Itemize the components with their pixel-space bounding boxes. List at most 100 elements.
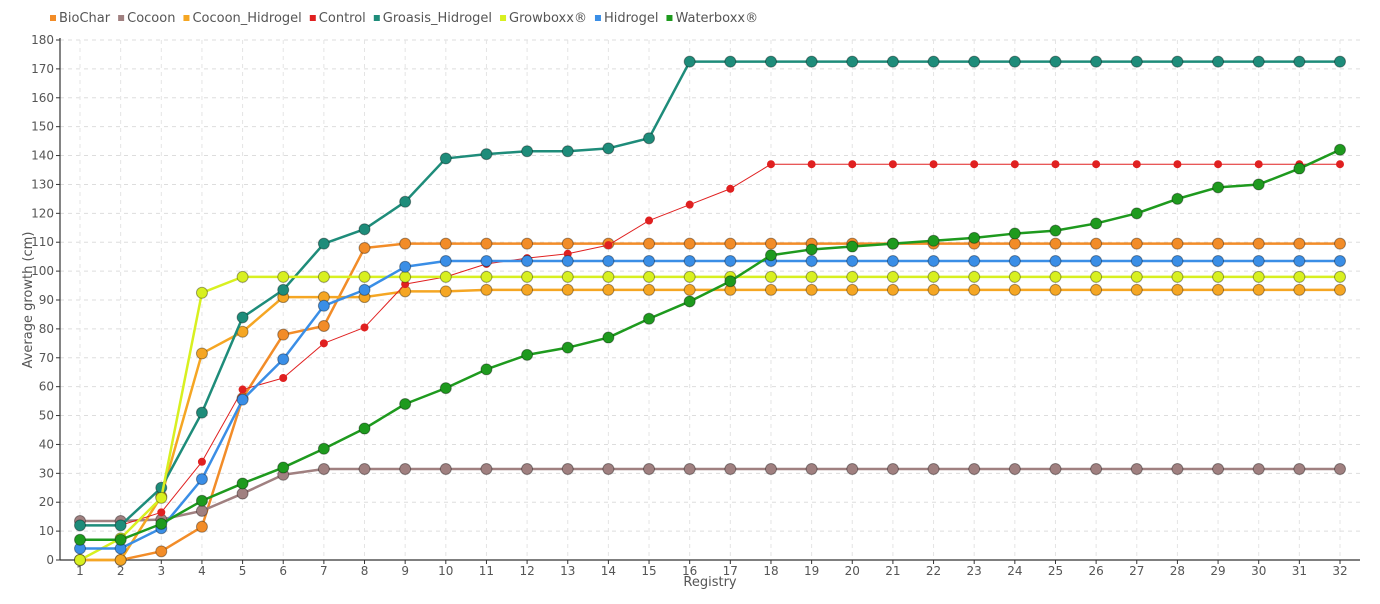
data-point[interactable] bbox=[886, 270, 899, 283]
data-point[interactable] bbox=[1212, 55, 1225, 68]
data-point[interactable] bbox=[399, 398, 412, 410]
data-point[interactable] bbox=[643, 255, 656, 267]
data-point[interactable] bbox=[439, 237, 452, 250]
data-point[interactable] bbox=[886, 237, 899, 250]
data-point[interactable] bbox=[846, 55, 859, 68]
data-point[interactable] bbox=[277, 461, 290, 474]
data-point[interactable] bbox=[195, 286, 208, 299]
data-point[interactable] bbox=[1049, 255, 1062, 267]
data-point[interactable] bbox=[685, 200, 694, 209]
legend-item[interactable]: Waterboxx® bbox=[666, 11, 758, 26]
data-point[interactable] bbox=[1049, 224, 1062, 237]
data-point[interactable] bbox=[1212, 463, 1225, 475]
data-point[interactable] bbox=[195, 347, 208, 360]
legend[interactable]: BioChar Cocoon Cocoon_Hidrogel Control Groas… bbox=[50, 11, 758, 26]
data-point[interactable] bbox=[1130, 270, 1143, 283]
data-point[interactable] bbox=[807, 160, 816, 169]
data-point[interactable] bbox=[886, 283, 899, 296]
data-point[interactable] bbox=[74, 554, 86, 566]
data-point[interactable] bbox=[805, 255, 818, 267]
data-point[interactable] bbox=[480, 237, 493, 250]
data-point[interactable] bbox=[724, 237, 737, 250]
data-point[interactable] bbox=[805, 283, 818, 296]
data-point[interactable] bbox=[805, 243, 818, 256]
data-point[interactable] bbox=[238, 385, 247, 394]
legend-item[interactable]: Cocoon bbox=[118, 11, 175, 26]
data-point[interactable] bbox=[480, 463, 493, 475]
data-point[interactable] bbox=[1252, 55, 1265, 68]
data-point[interactable] bbox=[114, 533, 127, 546]
data-point[interactable] bbox=[1293, 270, 1306, 283]
data-point[interactable] bbox=[764, 55, 777, 68]
data-point[interactable] bbox=[683, 270, 696, 283]
data-point[interactable] bbox=[399, 237, 412, 250]
data-point[interactable] bbox=[1171, 192, 1184, 205]
data-point[interactable] bbox=[1171, 55, 1184, 68]
data-point[interactable] bbox=[1212, 283, 1225, 296]
data-point[interactable] bbox=[1090, 255, 1103, 267]
data-point[interactable] bbox=[805, 463, 818, 475]
data-point[interactable] bbox=[277, 328, 290, 341]
data-point[interactable] bbox=[1090, 217, 1103, 230]
data-point[interactable] bbox=[561, 255, 574, 267]
data-point[interactable] bbox=[480, 255, 493, 267]
data-point[interactable] bbox=[1252, 255, 1265, 267]
data-point[interactable] bbox=[1130, 237, 1143, 250]
data-point[interactable] bbox=[1293, 237, 1306, 250]
data-point[interactable] bbox=[358, 283, 371, 296]
data-point[interactable] bbox=[848, 160, 857, 169]
data-point[interactable] bbox=[439, 382, 452, 395]
data-point[interactable] bbox=[602, 283, 615, 296]
data-point[interactable] bbox=[439, 152, 452, 165]
data-point[interactable] bbox=[764, 237, 777, 250]
data-point[interactable] bbox=[1334, 270, 1346, 283]
data-point[interactable] bbox=[236, 487, 249, 500]
data-point[interactable] bbox=[317, 463, 330, 475]
data-point[interactable] bbox=[1090, 270, 1103, 283]
data-point[interactable] bbox=[1173, 160, 1182, 169]
data-point[interactable] bbox=[643, 463, 656, 475]
data-point[interactable] bbox=[1252, 237, 1265, 250]
data-point[interactable] bbox=[643, 283, 656, 296]
data-point[interactable] bbox=[602, 331, 615, 344]
data-point[interactable] bbox=[399, 463, 412, 475]
legend-item[interactable]: Cocoon_Hidrogel bbox=[183, 11, 302, 26]
data-point[interactable] bbox=[846, 283, 859, 296]
data-point[interactable] bbox=[764, 463, 777, 475]
data-point[interactable] bbox=[886, 463, 899, 475]
data-point[interactable] bbox=[927, 55, 940, 68]
data-point[interactable] bbox=[74, 533, 86, 546]
data-point[interactable] bbox=[236, 477, 249, 490]
data-point[interactable] bbox=[114, 554, 127, 566]
data-point[interactable] bbox=[480, 148, 493, 161]
data-point[interactable] bbox=[1051, 160, 1060, 169]
data-point[interactable] bbox=[1049, 55, 1062, 68]
data-point[interactable] bbox=[480, 363, 493, 376]
data-point[interactable] bbox=[1008, 55, 1021, 68]
data-point[interactable] bbox=[1252, 283, 1265, 296]
data-point[interactable] bbox=[968, 231, 981, 244]
data-point[interactable] bbox=[1252, 178, 1265, 191]
data-point[interactable] bbox=[277, 270, 290, 283]
data-point[interactable] bbox=[114, 519, 127, 532]
data-point[interactable] bbox=[317, 237, 330, 250]
data-point[interactable] bbox=[970, 160, 979, 169]
data-point[interactable] bbox=[561, 341, 574, 354]
data-point[interactable] bbox=[1130, 255, 1143, 267]
data-point[interactable] bbox=[846, 270, 859, 283]
data-point[interactable] bbox=[236, 393, 249, 406]
data-point[interactable] bbox=[888, 160, 897, 169]
data-point[interactable] bbox=[886, 55, 899, 68]
data-point[interactable] bbox=[1336, 160, 1344, 169]
data-point[interactable] bbox=[1293, 255, 1306, 267]
data-point[interactable] bbox=[195, 473, 208, 486]
data-point[interactable] bbox=[1214, 160, 1223, 169]
data-point[interactable] bbox=[1334, 55, 1346, 68]
data-point[interactable] bbox=[724, 275, 737, 288]
legend-item[interactable]: Control bbox=[309, 11, 366, 26]
data-point[interactable] bbox=[399, 270, 412, 283]
data-point[interactable] bbox=[317, 270, 330, 283]
data-point[interactable] bbox=[927, 234, 940, 247]
data-point[interactable] bbox=[1049, 283, 1062, 296]
data-point[interactable] bbox=[1090, 237, 1103, 250]
